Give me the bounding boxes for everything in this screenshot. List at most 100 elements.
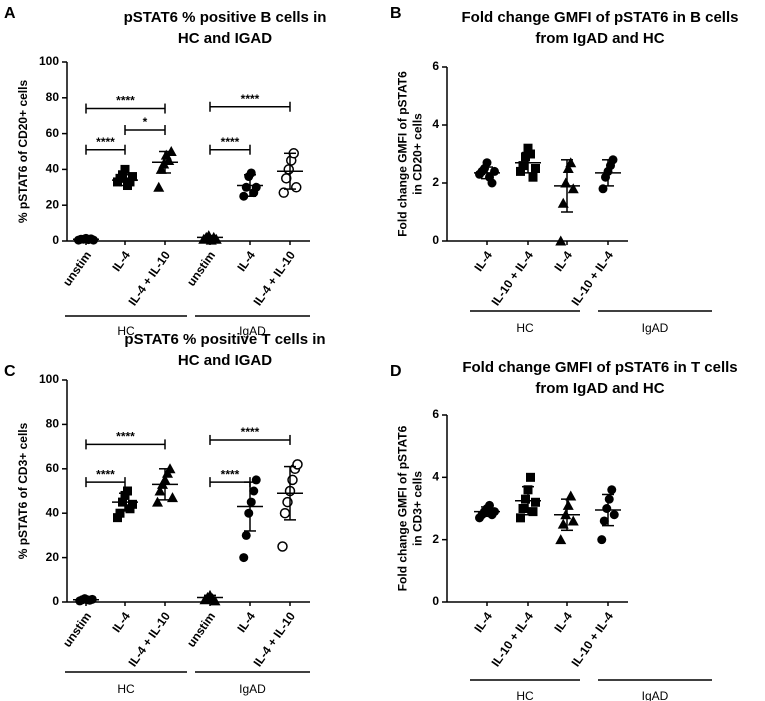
y-tick-label: 80 <box>46 90 60 104</box>
chart-title: HC and IGAD <box>178 30 272 47</box>
x-tick-label: IL-10 + IL-4 <box>488 609 536 669</box>
x-tick-label: IL-4 <box>109 248 133 274</box>
chart-title: Fold change GMFI of pSTAT6 in B cells <box>462 9 739 26</box>
y-tick-label: 80 <box>46 417 60 431</box>
point <box>567 515 579 526</box>
chart-title: Fold change GMFI of pSTAT6 in T cells <box>462 359 737 376</box>
y-tick-label: 60 <box>46 461 60 475</box>
point <box>597 535 607 545</box>
significance: **** <box>221 135 240 149</box>
x-tick-label: IL-4 + IL-10 <box>250 609 298 669</box>
x-tick-label: unstim <box>184 610 218 650</box>
chart-title: from IgAD and HC <box>535 380 664 397</box>
point <box>555 235 567 246</box>
point <box>562 499 574 510</box>
group-label: IgAD <box>642 321 669 335</box>
group-label: IgAD <box>642 689 669 701</box>
x-tick-label: unstim <box>184 249 218 289</box>
point <box>599 516 609 526</box>
point <box>278 187 289 198</box>
point <box>528 172 538 182</box>
point <box>560 177 572 188</box>
y-tick-label: 6 <box>432 59 439 73</box>
y-tick-label: 6 <box>432 407 439 421</box>
point <box>246 497 256 507</box>
x-tick-label: IL-4 <box>234 248 258 274</box>
x-tick-label: IL-4 + IL-10 <box>250 248 298 308</box>
group-label: HC <box>516 321 534 335</box>
point <box>244 508 254 518</box>
y-axis-label: Fold change GMFI of pSTAT6 <box>396 71 410 237</box>
x-tick-label: IL-10 + IL-4 <box>568 609 616 669</box>
significance: **** <box>221 467 240 481</box>
point <box>607 485 617 495</box>
group-label: IgAD <box>239 324 266 338</box>
point <box>125 177 135 187</box>
point <box>557 197 569 208</box>
chart-title: HC and IGAD <box>178 352 272 369</box>
point <box>210 233 222 244</box>
point <box>521 494 530 504</box>
significance: **** <box>96 135 115 149</box>
point <box>120 164 130 174</box>
point <box>167 492 178 503</box>
y-tick-label: 60 <box>46 126 60 140</box>
point <box>565 157 577 168</box>
chart-title: pSTAT6 % positive B cells in <box>124 9 327 26</box>
point <box>602 504 612 513</box>
panel-letter: D <box>390 363 402 380</box>
point <box>482 158 492 168</box>
y-tick-label: 0 <box>432 594 439 608</box>
y-tick-label: 20 <box>46 550 60 564</box>
point <box>604 494 614 504</box>
y-tick-label: 0 <box>52 233 59 247</box>
point <box>123 486 132 496</box>
point <box>165 146 177 156</box>
x-tick-label: IL-4 <box>551 609 575 635</box>
y-axis-label: % pSTAT6 of CD20+ cells <box>16 80 30 224</box>
y-tick-label: 100 <box>39 54 59 68</box>
point <box>518 504 528 513</box>
point <box>523 143 533 153</box>
x-tick-label: IL-4 <box>109 609 133 635</box>
group-label: IgAD <box>239 682 266 696</box>
x-tick-label: unstim <box>60 249 94 289</box>
group-label: HC <box>516 689 534 701</box>
significance: * <box>143 115 148 129</box>
point <box>283 164 294 175</box>
point <box>521 152 530 162</box>
significance: **** <box>116 94 135 108</box>
y-tick-label: 2 <box>432 175 439 189</box>
point <box>153 181 165 192</box>
x-tick-label: IL-4 <box>234 609 258 635</box>
point <box>251 182 261 192</box>
point <box>487 178 497 188</box>
group-label: HC <box>117 324 135 338</box>
point <box>516 513 525 523</box>
y-axis-label: in CD3+ cells <box>411 471 425 546</box>
point <box>277 541 288 552</box>
point <box>239 191 249 201</box>
point <box>557 518 569 529</box>
point <box>239 553 249 563</box>
y-tick-label: 40 <box>46 162 60 176</box>
point <box>562 163 574 173</box>
point <box>128 172 137 182</box>
panel-letter: B <box>390 5 402 22</box>
y-tick-label: 4 <box>432 470 439 484</box>
x-tick-label: IL-4 <box>471 248 495 274</box>
point <box>528 507 538 517</box>
x-tick-label: IL-4 <box>471 609 495 635</box>
significance: **** <box>116 430 135 444</box>
point <box>531 497 540 507</box>
point <box>158 158 170 169</box>
point <box>279 507 291 519</box>
point <box>490 166 499 176</box>
point <box>526 149 535 159</box>
y-axis-label: % pSTAT6 of CD3+ cells <box>16 422 30 559</box>
significance: **** <box>241 92 260 106</box>
y-tick-label: 20 <box>46 197 60 211</box>
point <box>555 534 567 545</box>
significance: **** <box>241 425 260 439</box>
